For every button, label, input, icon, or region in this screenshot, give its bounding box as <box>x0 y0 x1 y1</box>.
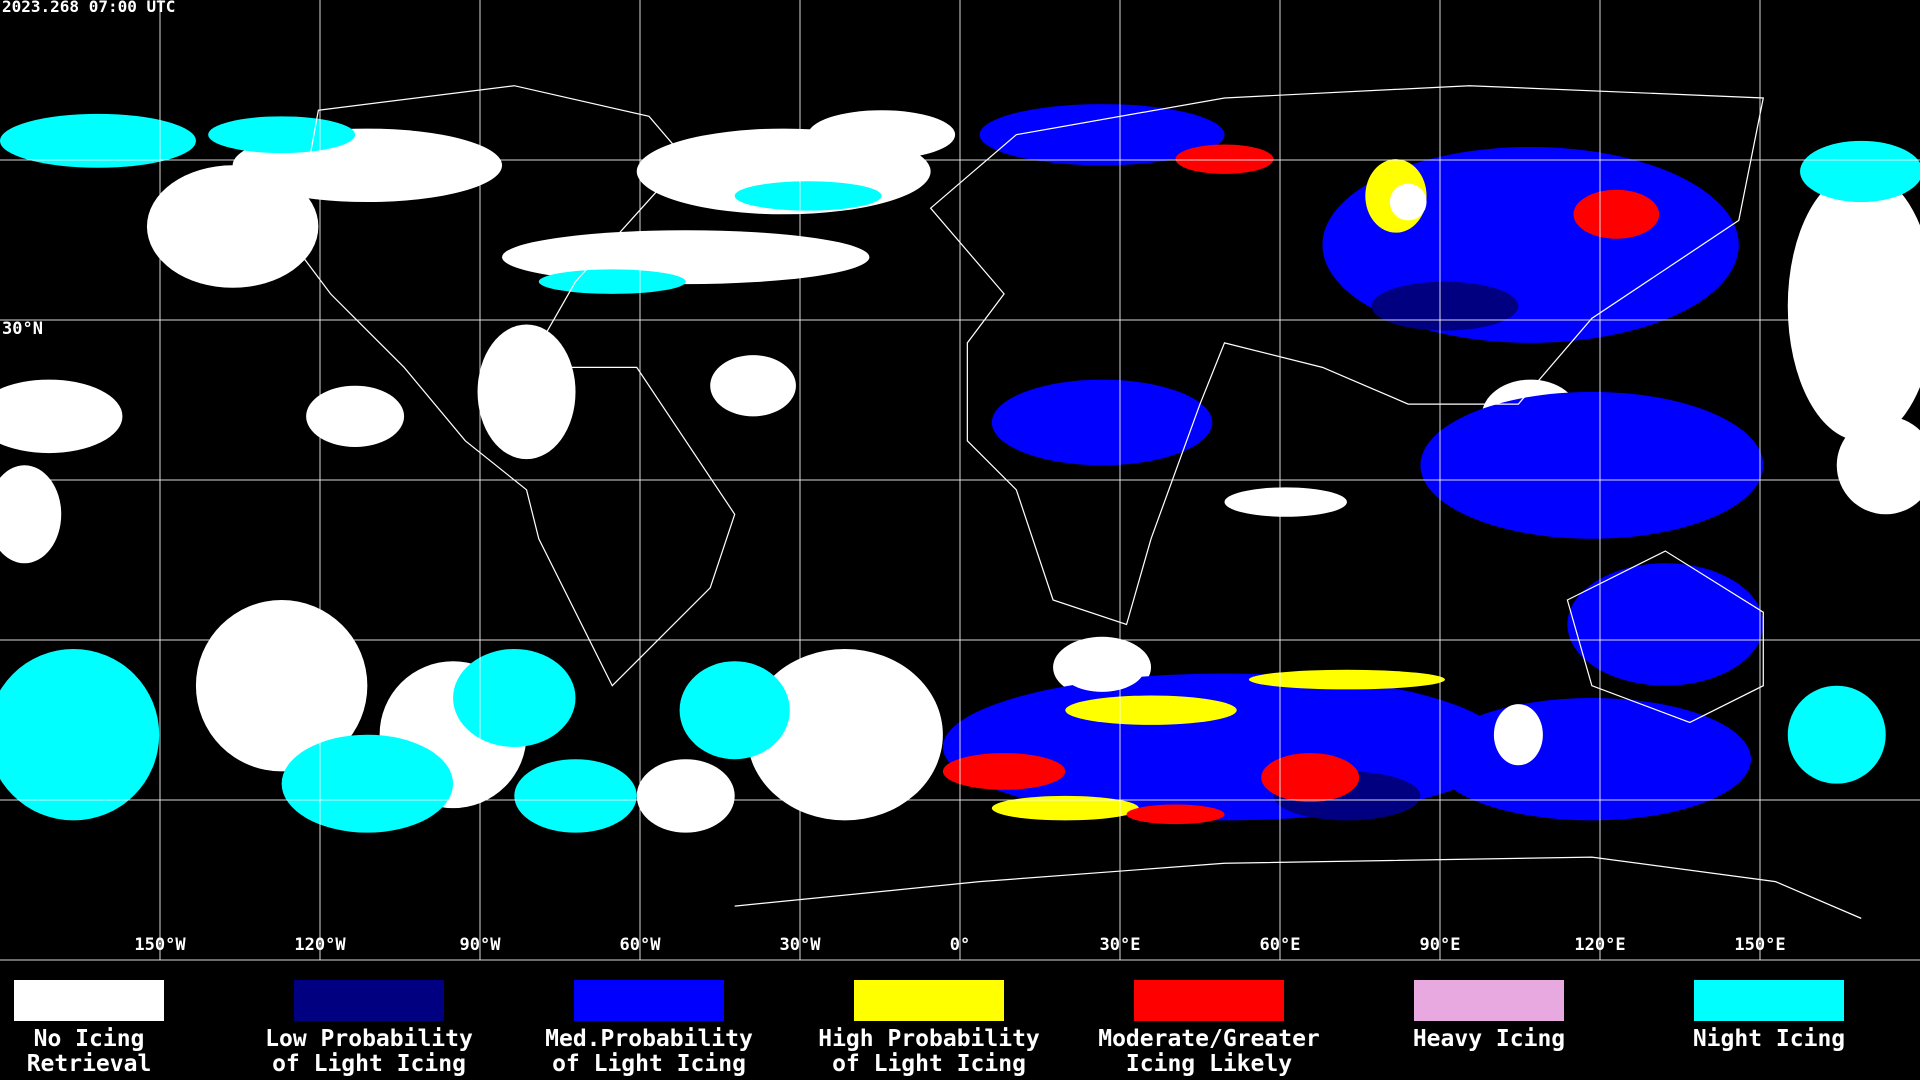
legend-label: Retrieval <box>27 1051 152 1077</box>
legend-label: Low Probability <box>265 1026 473 1052</box>
lon-label: 150°W <box>134 935 186 955</box>
cloud-imagery <box>0 85 1920 919</box>
lon-label: 30°E <box>1100 935 1141 955</box>
legend-label: No Icing <box>34 1026 145 1052</box>
legend-label: Icing Likely <box>1126 1051 1292 1077</box>
legend-swatch <box>854 980 1004 1021</box>
legend-label: Moderate/Greater <box>1098 1026 1320 1052</box>
legend-swatch <box>574 980 724 1021</box>
legend-label: of Light Icing <box>832 1051 1026 1077</box>
legend-label: of Light Icing <box>272 1051 466 1077</box>
graticule: 150°W 120°W 90°W 60°W 30°W 0° 30°E 60°E 90°E 120°… <box>0 0 1920 961</box>
legend-label: Med.Probability <box>545 1026 753 1052</box>
lon-label: 120°W <box>294 935 346 955</box>
legend-label: High Probability <box>818 1026 1040 1052</box>
lon-label: 120°E <box>1574 935 1625 955</box>
legend-label: Night Icing <box>1693 1026 1845 1052</box>
lon-label: 60°E <box>1260 935 1301 955</box>
legend-swatch <box>1414 980 1564 1021</box>
legend-label: Heavy Icing <box>1413 1026 1565 1052</box>
legend-swatch <box>1694 980 1844 1021</box>
lon-label: 90°E <box>1420 935 1461 955</box>
lon-label: 30°W <box>780 935 822 955</box>
lon-label: 60°W <box>620 935 662 955</box>
lon-label: 150°E <box>1734 935 1785 955</box>
legend-swatch <box>294 980 444 1021</box>
lat-label: 30°N <box>2 319 43 339</box>
legend-swatch <box>1134 980 1284 1021</box>
legend-swatch <box>14 980 164 1021</box>
lon-label: 90°W <box>460 935 502 955</box>
legend-label: of Light Icing <box>552 1051 746 1077</box>
timestamp: 2023.268 07:00 UTC <box>2 0 175 16</box>
lon-label: 0° <box>950 935 970 955</box>
